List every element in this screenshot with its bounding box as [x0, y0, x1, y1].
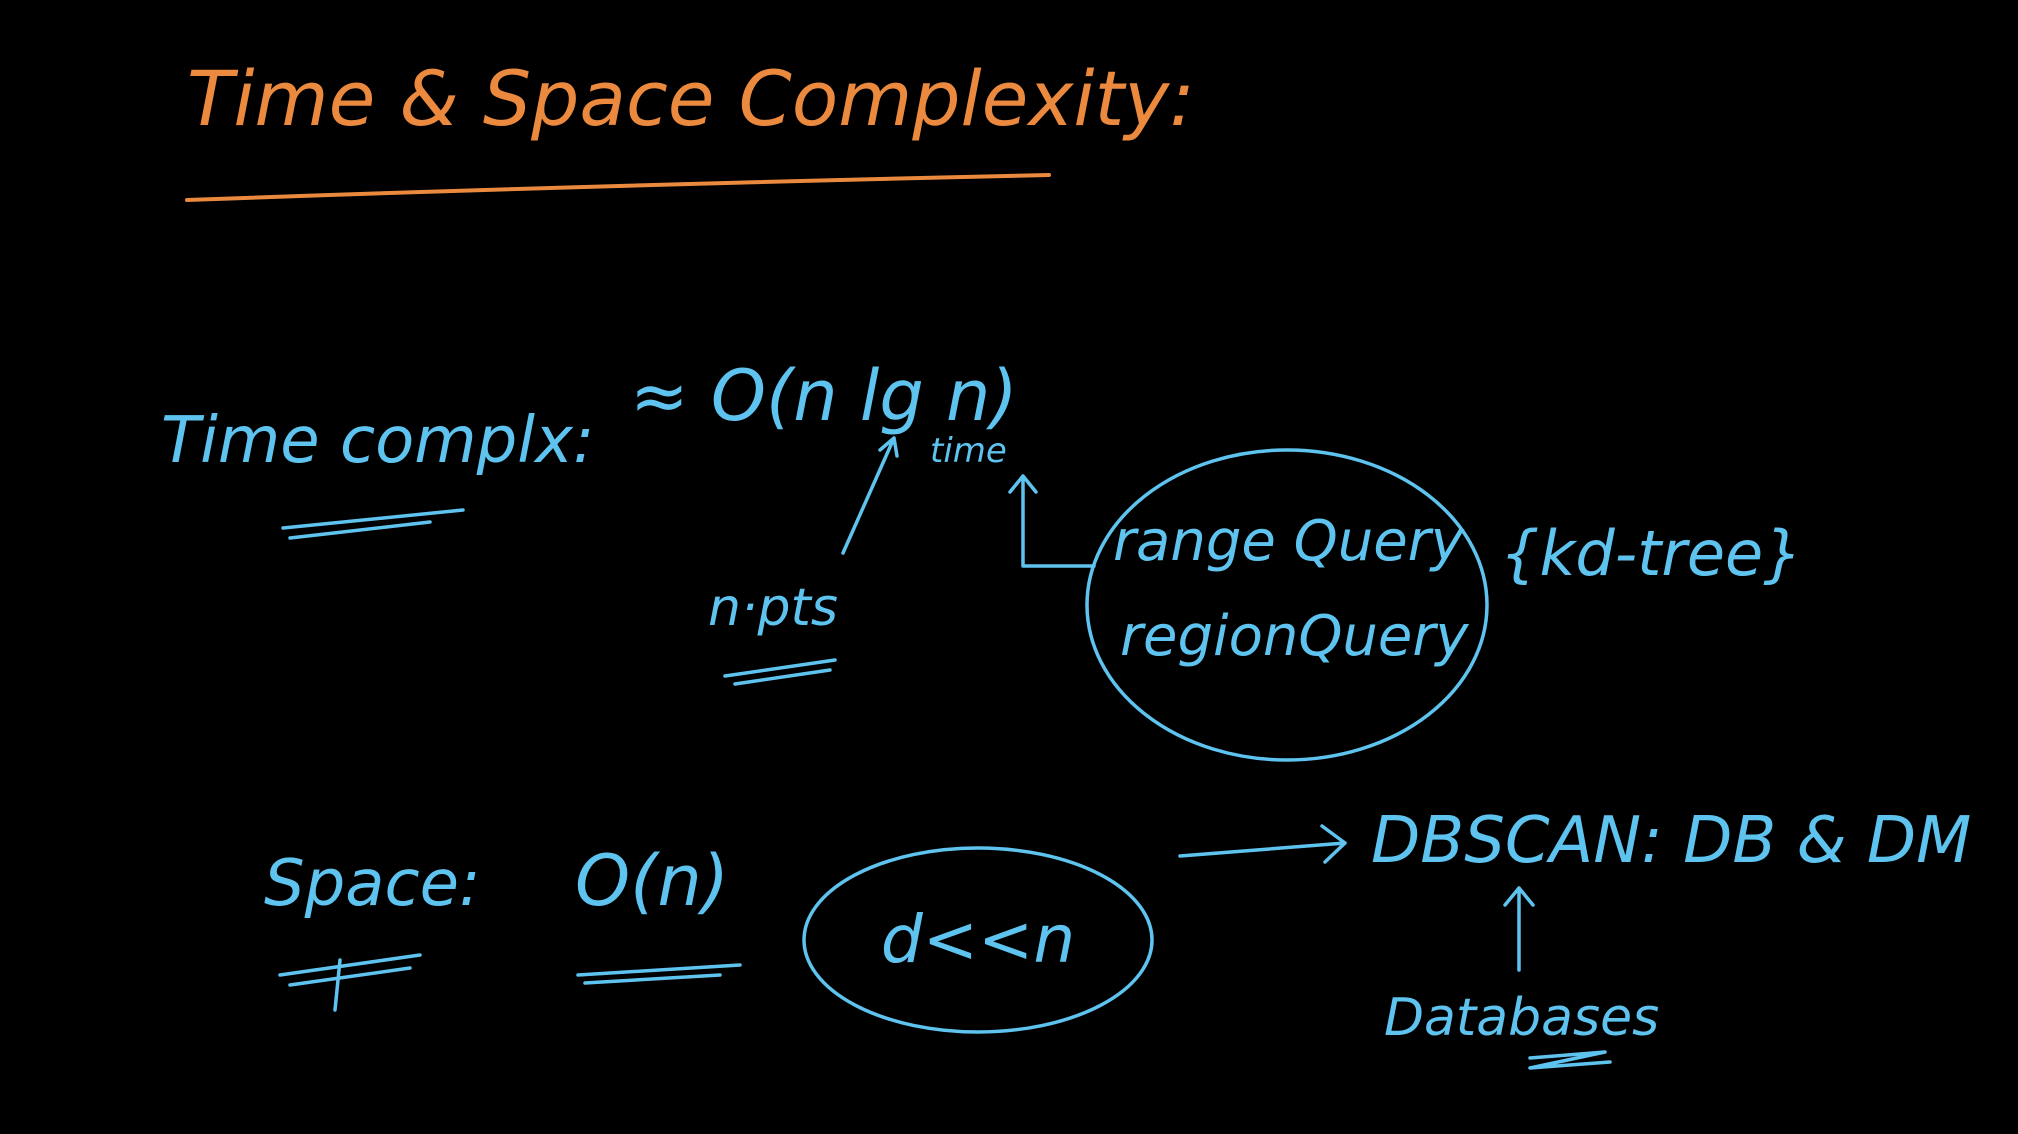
space-value: O(n)	[575, 840, 729, 922]
lgn-arrow	[1008, 474, 1096, 568]
space-note: d<<n	[881, 901, 1075, 978]
databases-note: Databases	[1384, 988, 1659, 1048]
n-arrow	[841, 436, 899, 555]
time-underline	[281, 508, 465, 540]
databases-arrow	[1503, 886, 1535, 972]
note-ellipse	[802, 846, 1154, 1034]
space-underline	[278, 953, 422, 1012]
dbscan-arrow	[1178, 824, 1347, 864]
time-value: ≈ O(n lg n)	[630, 355, 1018, 437]
title-underline	[185, 173, 1051, 202]
n-note: n·pts	[708, 578, 838, 638]
lgn-note: time	[930, 431, 1007, 471]
region-query: regionQuery	[1120, 604, 1469, 669]
databases-underline	[1528, 1050, 1612, 1070]
time-label: Time complx:	[161, 404, 594, 478]
range-query: range Query	[1113, 509, 1465, 574]
kd-tree: {kd-tree}	[1500, 517, 1803, 590]
n-note-underline	[723, 658, 837, 686]
query-ellipse	[1085, 448, 1489, 762]
dbscan-label: DBSCAN: DB & DM	[1371, 804, 1971, 878]
space-label: Space:	[264, 847, 481, 921]
title: Time & Space Complexity:	[187, 54, 1195, 143]
space-value-underline	[576, 963, 742, 985]
